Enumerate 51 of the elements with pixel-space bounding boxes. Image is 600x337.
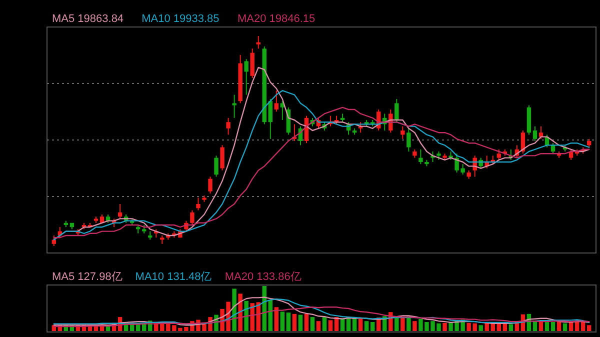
candlestick (256, 36, 260, 50)
bar (298, 314, 303, 331)
candlestick (232, 94, 236, 118)
candlestick (214, 155, 218, 178)
candlestick (220, 144, 224, 171)
candlestick (208, 176, 212, 194)
text: MA10 19933.85 (142, 13, 220, 25)
bar (286, 312, 291, 331)
bar (586, 325, 592, 331)
text: MA20 19846.15 (238, 13, 316, 25)
candlestick (418, 148, 423, 165)
bar (442, 322, 447, 331)
bar (250, 303, 254, 331)
candlestick (226, 117, 230, 136)
text: MA5 19863.84 (52, 13, 124, 25)
bar (364, 321, 369, 331)
bar (400, 318, 405, 331)
bar (244, 300, 248, 331)
bar (544, 322, 550, 331)
text: MA10 131.48亿 (135, 271, 212, 283)
bar (370, 322, 375, 331)
candlestick (118, 204, 122, 220)
bar (478, 325, 483, 331)
candlestick (532, 126, 538, 142)
bar (322, 317, 327, 331)
candlestick (496, 148, 501, 160)
text: MA5 127.98亿 (52, 271, 122, 283)
bar (580, 322, 586, 331)
candlestick (400, 126, 405, 140)
candlestick (190, 210, 194, 226)
candlestick (406, 128, 411, 152)
candlestick (274, 90, 279, 112)
bar (328, 320, 333, 331)
bar (508, 324, 514, 331)
candlestick (196, 197, 200, 211)
text: MA20 133.86亿 (224, 271, 302, 283)
bar (412, 321, 417, 331)
bar (352, 318, 357, 331)
bar (280, 312, 285, 331)
candlestick (394, 98, 399, 123)
bar (550, 322, 556, 331)
bar (562, 323, 568, 331)
candlestick (244, 58, 248, 96)
bar (292, 314, 297, 331)
candlestick (268, 98, 272, 140)
bar (310, 317, 315, 331)
candlestick (52, 235, 56, 246)
bar (304, 314, 309, 331)
bar (274, 307, 279, 331)
candlestick (250, 48, 254, 78)
bar (316, 321, 321, 331)
